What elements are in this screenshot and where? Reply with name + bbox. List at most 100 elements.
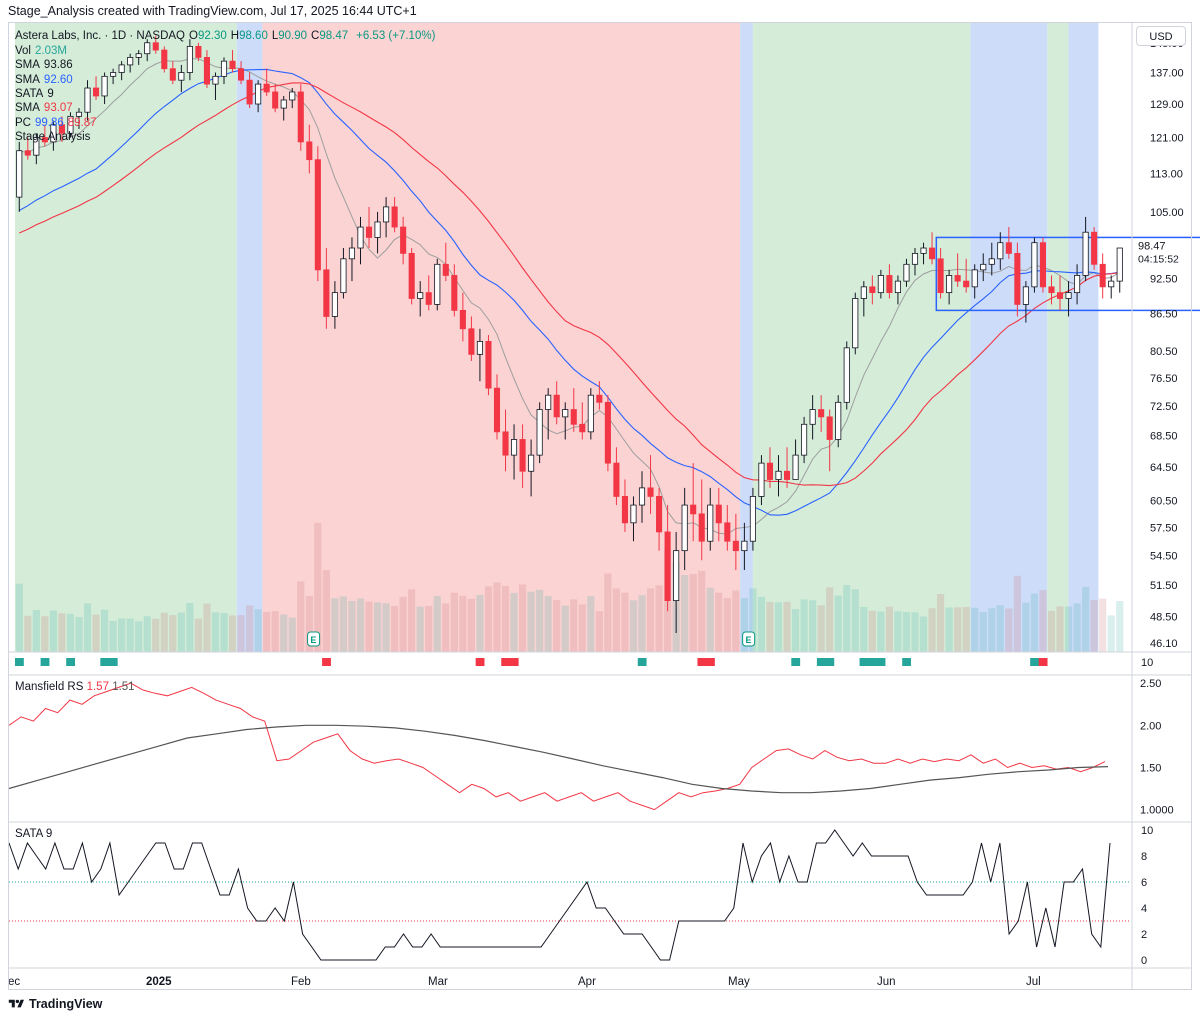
candle-body xyxy=(1048,286,1055,294)
candle-body xyxy=(365,226,373,238)
time-axis-label: 2025 xyxy=(146,976,172,988)
rs-axis-label: 2.50 xyxy=(1140,678,1161,690)
volume-bar xyxy=(399,596,407,652)
candle-body xyxy=(911,252,919,265)
sata-legend: SATA 9 xyxy=(15,828,52,840)
volume-bar xyxy=(484,586,493,652)
rs-legend-title: Mansfield RS xyxy=(15,681,84,693)
volume-bar xyxy=(587,596,595,652)
volume-bar xyxy=(1064,606,1073,652)
volume-bar xyxy=(1082,586,1090,652)
candle-body xyxy=(1108,280,1115,288)
volume-bar xyxy=(868,610,876,652)
candle-body xyxy=(946,275,953,294)
volume-bar xyxy=(24,615,32,652)
volume-bar xyxy=(314,522,322,652)
volume-bar xyxy=(518,584,527,652)
sata-axis-label: 6 xyxy=(1141,877,1147,889)
candle-body xyxy=(741,540,748,552)
symbol-name[interactable]: Astera Labs, Inc. · 1D · NASDAQ xyxy=(15,30,186,42)
candle-body xyxy=(323,269,330,317)
sata-line xyxy=(8,829,1111,961)
volume-bar xyxy=(536,589,544,652)
candle-body xyxy=(195,45,202,58)
volume-bar xyxy=(510,592,518,652)
volume-bar xyxy=(655,585,663,652)
candle-body xyxy=(1116,247,1123,282)
volume-bar xyxy=(1039,590,1047,652)
signal-square xyxy=(859,658,869,666)
indicator-legend-row[interactable]: SMA 93.07 xyxy=(15,101,77,115)
sata-axis-label: 8 xyxy=(1141,851,1147,863)
candle-body xyxy=(920,247,927,254)
volume-bar xyxy=(902,612,911,652)
rs-legend-value: 1.57 xyxy=(86,681,109,693)
volume-bar xyxy=(118,618,126,652)
indicator-legend-row[interactable]: Vol 2.03M xyxy=(15,44,71,58)
candle-body xyxy=(451,275,458,311)
indicator-name: Vol xyxy=(15,45,31,57)
candle-body xyxy=(766,462,774,480)
candle-body xyxy=(579,423,586,433)
candle-body xyxy=(391,206,398,228)
volume-bar xyxy=(280,614,288,652)
indicator-legend-row[interactable]: PC 99.86 89.87 xyxy=(15,116,101,130)
earnings-marker-badge xyxy=(742,631,756,647)
indicator-legend-row[interactable]: SMA 92.60 xyxy=(15,73,77,87)
volume-bar xyxy=(416,606,424,652)
indicator-legend-row[interactable]: SATA 9 xyxy=(15,87,58,101)
price-axis-label: 54.50 xyxy=(1150,550,1178,562)
sata-axis-label: 2 xyxy=(1141,929,1147,941)
indicator-name: Stage Analysis xyxy=(15,130,91,143)
candle-body xyxy=(58,124,65,134)
ohlc-value: 98.60 xyxy=(239,30,268,42)
candle-body xyxy=(24,150,31,156)
volume-bar xyxy=(561,605,569,652)
candle-body xyxy=(502,431,509,456)
volume-bar xyxy=(800,599,808,652)
candle-body xyxy=(67,115,74,134)
volume-bar xyxy=(194,618,202,652)
candle-body xyxy=(1056,292,1064,299)
candle-body xyxy=(698,513,705,542)
candle-body xyxy=(511,439,518,456)
volume-bar xyxy=(305,595,313,652)
signal-square xyxy=(637,658,647,666)
volume-bar xyxy=(254,609,262,652)
currency-button[interactable]: USD xyxy=(1136,26,1186,46)
candle-body xyxy=(963,280,970,288)
candle-body xyxy=(374,221,381,238)
volume-bar xyxy=(962,606,970,652)
volume-bar xyxy=(1005,608,1013,652)
candle-body xyxy=(775,470,782,480)
stage-band xyxy=(752,23,971,652)
candle-body xyxy=(92,87,100,97)
sata-axis-label: 4 xyxy=(1141,903,1147,915)
indicator-legend-row[interactable]: SMA 93.86 xyxy=(15,58,77,72)
signal-square xyxy=(697,658,707,666)
candle-body xyxy=(852,298,859,349)
candle-body xyxy=(314,159,321,271)
volume-bar xyxy=(211,612,220,652)
volume-bar xyxy=(1090,600,1098,652)
candle-body xyxy=(1099,263,1106,288)
volume-bar xyxy=(203,603,211,652)
candle-body xyxy=(783,470,791,480)
indicator-value: 92.60 xyxy=(43,73,73,86)
candle-body xyxy=(835,401,842,440)
volume-bar xyxy=(92,614,100,652)
sata-axis-label: 0 xyxy=(1141,955,1147,967)
sata-legend-value: 9 xyxy=(45,828,53,840)
candle-body xyxy=(971,269,978,288)
candle-body xyxy=(425,292,432,305)
candle-body xyxy=(587,394,594,433)
volume-bar xyxy=(356,598,365,652)
ohlc-value: 90.90 xyxy=(278,30,308,42)
price-axis-label: 105.00 xyxy=(1150,207,1184,219)
candle-body xyxy=(1022,286,1029,305)
consolidation-box xyxy=(935,236,1200,312)
volume-bar xyxy=(450,592,458,652)
candle-body xyxy=(169,68,176,81)
indicator-legend-row[interactable]: Stage Analysis xyxy=(15,130,94,144)
